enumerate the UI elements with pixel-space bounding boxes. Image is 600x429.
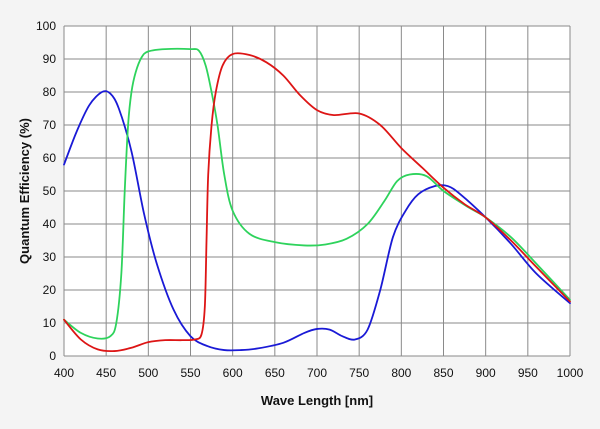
y-tick-label: 0 (49, 349, 56, 363)
x-tick-label: 850 (433, 366, 453, 380)
x-tick-label: 900 (476, 366, 496, 380)
x-tick-labels: 400 450 500 550 600 650 700 750 800 850 900 950 1000 (54, 366, 584, 380)
x-tick-label: 400 (54, 366, 74, 380)
series-line-green (63, 47, 571, 340)
y-tick-labels: 0 10 20 30 40 50 60 70 80 90 100 (36, 19, 56, 363)
y-tick-label: 10 (43, 316, 57, 330)
x-tick-label: 650 (265, 366, 285, 380)
x-tick-label: 550 (180, 366, 200, 380)
y-tick-label: 70 (43, 118, 57, 132)
y-tick-label: 20 (43, 283, 57, 297)
y-tick-label: 80 (43, 85, 57, 99)
x-axis-title: Wave Length [nm] (261, 393, 373, 408)
y-axis-title: Quantum Efficiency (%) (17, 118, 32, 264)
series-line-blue (63, 90, 571, 352)
x-tick-label: 700 (307, 366, 327, 380)
x-tick-label: 500 (138, 366, 158, 380)
x-tick-label: 950 (518, 366, 538, 380)
x-tick-label: 600 (223, 366, 243, 380)
x-tick-label: 800 (391, 366, 411, 380)
x-tick-label: 1000 (557, 366, 584, 380)
y-tick-label: 60 (43, 151, 57, 165)
y-tick-label: 90 (43, 52, 57, 66)
y-tick-label: 100 (36, 19, 56, 33)
series-line-red (63, 52, 571, 353)
x-tick-label: 750 (349, 366, 369, 380)
y-tick-label: 30 (43, 250, 57, 264)
y-tick-label: 40 (43, 217, 57, 231)
x-tick-label: 450 (96, 366, 116, 380)
y-tick-label: 50 (43, 184, 57, 198)
series-lines (63, 47, 571, 353)
